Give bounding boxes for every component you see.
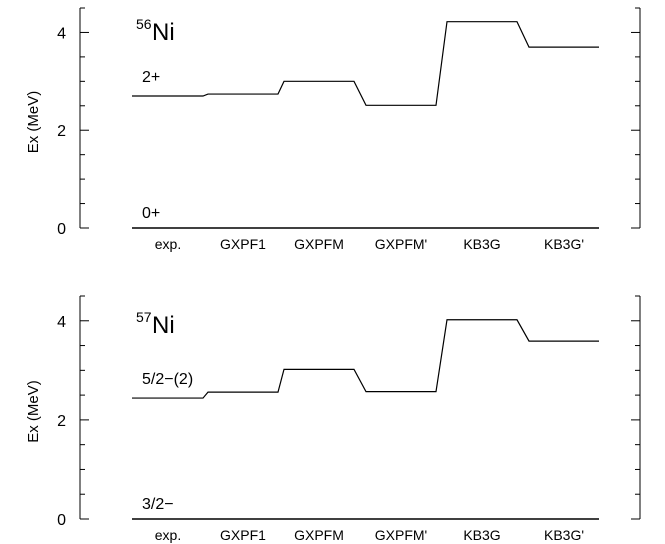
ni56-nucleus-symbol: Ni — [152, 19, 175, 46]
ni57-category-label: GXPFM' — [375, 527, 427, 543]
ni57-y-tick-label: 4 — [57, 314, 66, 331]
ni57-y-tick-label: 0 — [57, 512, 66, 529]
ni56-level-excited-line — [132, 21, 599, 106]
ni56-nucleus-mass: 56 — [136, 16, 152, 32]
ni56-y-tick-label: 2 — [57, 123, 66, 140]
ni56-category-label: KB3G — [463, 236, 500, 252]
ni56-level-label: 2+ — [142, 69, 160, 86]
ni57-nucleus-mass: 57 — [136, 309, 152, 325]
ni56-category-label: KB3G' — [544, 236, 584, 252]
ni57-y-tick-label: 2 — [57, 413, 66, 430]
ni56-y-tick-label: 0 — [57, 221, 66, 238]
ni56-category-label: exp. — [155, 236, 181, 252]
ni57-nucleus-symbol: Ni — [152, 312, 175, 339]
ni57-category-label: GXPF1 — [220, 527, 266, 543]
ni57-level-label: 5/2−(2) — [142, 371, 193, 388]
ni57-level-label: 3/2− — [142, 496, 174, 513]
ni57-category-label: KB3G' — [544, 527, 584, 543]
ni57-category-label: exp. — [155, 527, 181, 543]
ni56-panel: 0 2 4 Ex (MeV) exp. GXPF1 GXPFM GXPFM' KB3G KB3G'… — [25, 7, 641, 252]
ni57-y-axis-title: Ex (MeV) — [25, 380, 42, 443]
ni56-level-label: 0+ — [142, 205, 160, 222]
ni57-category-label: KB3G — [463, 527, 500, 543]
ni56-y-axis-title: Ex (MeV) — [25, 91, 42, 154]
ni57-level-excited-line — [132, 319, 599, 399]
ni56-category-label: GXPFM' — [375, 236, 427, 252]
ni57-category-label: GXPFM — [294, 527, 344, 543]
ni56-category-label: GXPF1 — [220, 236, 266, 252]
ni56-category-label: GXPFM — [294, 236, 344, 252]
ni56-y-tick-label: 4 — [57, 25, 66, 42]
ni57-panel: 0 2 4 Ex (MeV) exp. GXPF1 GXPFM GXPFM' KB3G KB3G'… — [25, 295, 641, 543]
